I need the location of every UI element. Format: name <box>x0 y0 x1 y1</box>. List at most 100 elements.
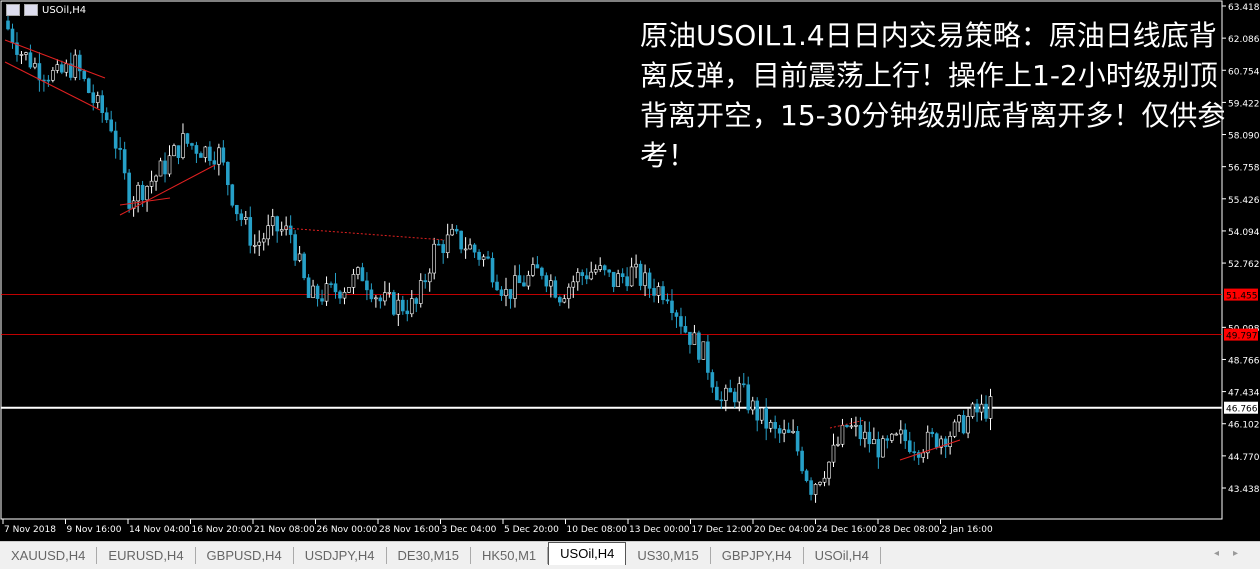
candle <box>248 206 253 254</box>
chart-tab[interactable]: USDJPY,H4 <box>294 547 387 564</box>
candle <box>122 141 127 180</box>
candle <box>190 142 194 150</box>
candle <box>773 415 777 439</box>
candle <box>961 410 966 435</box>
candle <box>795 426 800 456</box>
candle <box>611 271 616 293</box>
candle <box>800 446 804 474</box>
trend-line[interactable] <box>119 164 216 216</box>
candle <box>324 276 329 306</box>
candle <box>894 432 899 436</box>
trend-line[interactable] <box>4 39 106 79</box>
candle <box>531 257 535 278</box>
candle <box>679 307 683 334</box>
trend-line[interactable] <box>284 227 446 241</box>
candle <box>329 281 333 288</box>
chart-tab[interactable]: GBPJPY,H4 <box>711 547 804 564</box>
candle <box>580 269 585 286</box>
chart-tab[interactable]: USOil,H4 <box>548 542 627 565</box>
candle <box>661 281 665 305</box>
candle <box>809 477 813 501</box>
chart-tab[interactable]: USOil,H4 <box>804 547 881 564</box>
candle <box>598 257 603 272</box>
candle <box>24 51 28 61</box>
y-tick-label: 63.418 <box>1228 3 1260 13</box>
candle <box>194 141 199 163</box>
candle <box>396 293 401 326</box>
candle <box>593 264 598 275</box>
candle <box>634 254 638 279</box>
candle <box>217 143 221 176</box>
y-tick-label: 46.102 <box>1228 421 1260 431</box>
candle <box>37 52 42 92</box>
trend-line[interactable] <box>899 439 961 461</box>
candle <box>979 394 984 421</box>
candle <box>916 450 921 465</box>
candle <box>881 435 885 458</box>
y-tick-label: 48.766 <box>1228 356 1260 366</box>
x-tick-label: 20 Dec 04:00 <box>754 525 815 535</box>
y-tick-label: 58.090 <box>1228 132 1260 142</box>
chart-tab[interactable]: GBPUSD,H4 <box>196 547 294 564</box>
candle <box>158 157 163 177</box>
plot-frame <box>0 0 1223 520</box>
candle <box>854 416 858 437</box>
candle <box>468 238 472 250</box>
chart-tab[interactable]: US30,M15 <box>626 547 711 564</box>
candle <box>86 77 91 94</box>
candle <box>77 50 82 81</box>
candle <box>405 299 410 322</box>
price-level-tag <box>1224 401 1258 414</box>
candle <box>293 230 297 266</box>
trend-line[interactable] <box>829 419 866 429</box>
candle <box>858 417 863 446</box>
chart-tab[interactable]: EURUSD,H4 <box>97 547 196 564</box>
candle <box>571 275 576 298</box>
chart-tab[interactable]: HK50,M1 <box>471 547 549 564</box>
candle <box>768 419 773 433</box>
candle <box>840 418 845 448</box>
candle <box>199 151 203 158</box>
candle <box>786 422 791 434</box>
x-tick-label: 5 Dec 20:00 <box>504 525 559 535</box>
candle <box>566 283 571 309</box>
candle <box>643 264 647 297</box>
candle <box>270 208 275 236</box>
chart-tab[interactable]: DE30,M15 <box>387 547 471 564</box>
x-tick-label: 13 Dec 00:00 <box>629 525 690 535</box>
candle <box>984 395 988 422</box>
candle <box>275 215 279 243</box>
candle <box>602 264 607 276</box>
candle <box>454 225 459 235</box>
chart-canvas: 63.418 62.086 60.754 59.422 58.090 56.758 55.4… <box>0 0 1260 535</box>
chart-menu-icon[interactable] <box>6 4 20 16</box>
tab-scroll-arrows[interactable]: ◂▸ <box>1213 548 1252 559</box>
candle <box>441 239 445 264</box>
x-tick-label: 17 Dec 12:00 <box>692 525 753 535</box>
candle <box>239 209 244 227</box>
trend-line[interactable] <box>4 61 101 111</box>
candle <box>647 268 652 298</box>
candle <box>674 309 679 328</box>
candle <box>876 431 881 469</box>
candle <box>82 69 87 82</box>
candle <box>692 324 697 345</box>
candle <box>890 433 894 443</box>
price-level-label: 49.797 <box>1226 332 1258 342</box>
candle <box>755 397 760 432</box>
candle <box>697 330 701 363</box>
y-tick-label: 59.422 <box>1228 99 1260 109</box>
candle <box>131 196 136 217</box>
chart-tab[interactable]: XAUUSD,H4 <box>0 547 98 564</box>
candle <box>347 287 351 294</box>
candle <box>418 273 423 308</box>
candle <box>104 107 109 123</box>
candle <box>226 161 230 196</box>
candle <box>100 90 105 123</box>
y-tick-label: 55.426 <box>1228 196 1260 206</box>
candle <box>943 436 948 459</box>
price-chart[interactable]: 63.418 62.086 60.754 59.422 58.090 56.758 55.4… <box>0 0 1260 541</box>
candle <box>522 275 526 287</box>
trend-line[interactable] <box>119 197 171 206</box>
candle <box>504 277 508 307</box>
